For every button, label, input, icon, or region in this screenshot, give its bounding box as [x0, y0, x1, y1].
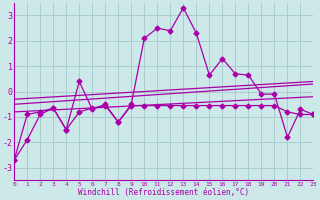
X-axis label: Windchill (Refroidissement éolien,°C): Windchill (Refroidissement éolien,°C) [78, 188, 249, 197]
